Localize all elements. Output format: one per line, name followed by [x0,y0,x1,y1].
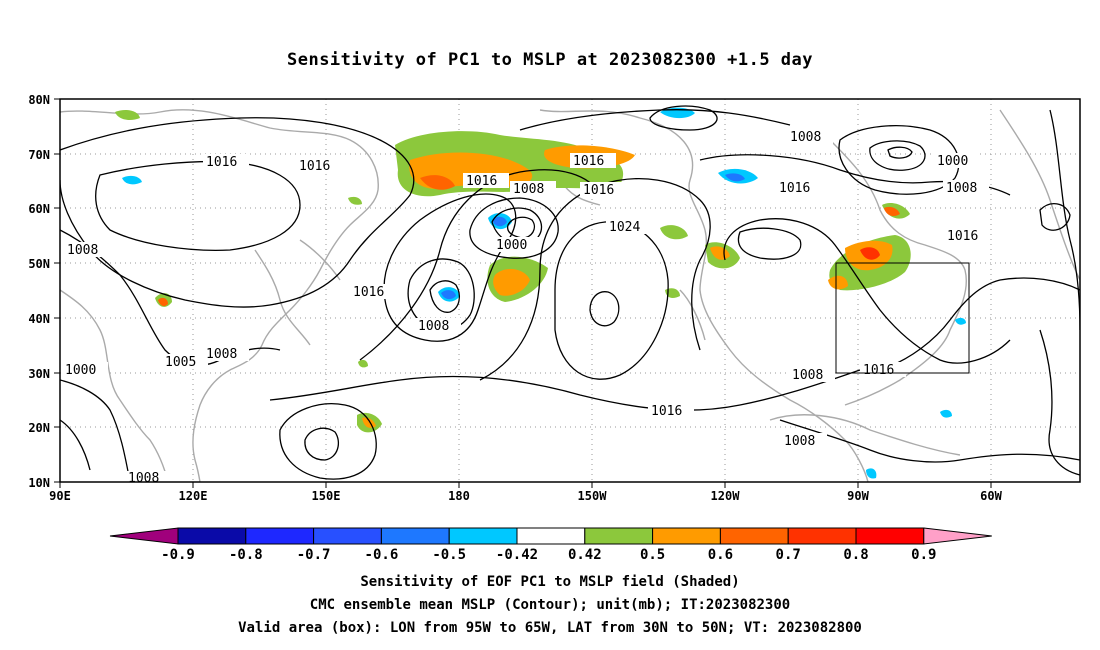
caption-valid-area: Valid area (box): LON from 95W to 65W, L… [238,620,862,636]
colorbar-labels: -0.9 -0.8 -0.7 -0.6 -0.5 -0.42 0.42 0.5 0.6 0.7 0.… [161,547,936,563]
lat-label: 10N [28,476,50,490]
colorbar-label: 0.42 [568,547,602,563]
contour-label: 1016 [651,404,682,419]
lat-label: 40N [28,312,50,326]
colorbar-label: -0.5 [432,547,466,563]
lat-label: 60N [28,202,50,216]
colorbar-label: 0.6 [708,547,733,563]
lat-label: 80N [28,93,50,107]
map-title: Sensitivity of PC1 to MSLP at 2023082300… [286,50,813,70]
colorbar-label: 0.7 [776,547,801,563]
lon-label: 150E [312,489,341,503]
lat-label: 30N [28,367,50,381]
axis-ticks [54,98,992,488]
colorbar-box [313,527,382,545]
colorbar-box [380,527,450,545]
lat-label: 50N [28,257,50,271]
colorbar-box [855,527,925,545]
contour-label: 1008 [792,368,823,383]
lon-label: 120W [711,489,741,503]
colorbar-box [516,527,586,545]
negative-sensitivity-patches [122,107,966,479]
contour-label: 1000 [65,363,96,378]
contour-label: 1016 [466,174,497,189]
contour-labels: 1016 1016 1008 1016 1008 1000 1016 1016 … [62,129,990,486]
contour-label: 1016 [353,285,384,300]
colorbar-label: -0.6 [365,547,399,563]
colorbar-box [245,527,315,545]
colorbar-box [448,527,518,545]
contour-label: 1005 [165,355,196,370]
contour-label: 1008 [790,130,821,145]
colorbar-label: -0.9 [161,547,195,563]
lon-label: 90E [49,489,71,503]
colorbar-label: 0.8 [843,547,868,563]
colorbar-label: -0.8 [229,547,263,563]
lon-label: 120E [179,489,208,503]
colorbar-label: 0.9 [911,547,936,563]
colorbar-label: -0.7 [297,547,331,563]
contour-label: 1008 [67,243,98,258]
lat-label: 20N [28,421,50,435]
lon-label: 60W [980,489,1002,503]
lon-label: 180 [448,489,470,503]
colorbar-tip-right [923,527,992,545]
contour-label: 1016 [779,181,810,196]
colorbar-tip-left [109,527,179,545]
colorbar-box [719,527,789,545]
lon-label: 150W [578,489,608,503]
contour-label: 1008 [206,347,237,362]
contour-label: 1008 [513,182,544,197]
contour-label: 1024 [609,220,640,235]
contour-label: 1008 [946,181,977,196]
contour-label: 1016 [583,183,614,198]
contour-label: 1000 [496,238,527,253]
valid-area-box [835,262,970,374]
map-frame [59,98,1081,483]
contour-label: 1000 [937,154,968,169]
colorbar-box [177,527,247,545]
colorbar-box [584,527,654,545]
contour-label: 1008 [418,319,449,334]
contour-label: 1016 [947,229,978,244]
caption-shaded: Sensitivity of EOF PC1 to MSLP field (Sh… [360,574,740,590]
contour-label: 1016 [206,155,237,170]
caption-contour: CMC ensemble mean MSLP (Contour); unit(m… [309,597,791,613]
coastlines [60,109,1080,482]
colorbar-label: -0.42 [496,547,538,563]
contour-label: 1016 [863,363,894,378]
colorbar-label: 0.5 [640,547,665,563]
mslp-contours [60,105,1080,482]
lat-label: 70N [28,148,50,162]
colorbar-box [652,527,721,545]
colorbar-box [787,527,857,545]
contour-label: 1016 [573,154,604,169]
positive-sensitivity-patches [115,110,911,433]
colorbar [109,527,992,545]
contour-label: 1016 [299,159,330,174]
lon-label: 90W [847,489,869,503]
contour-label: 1008 [128,471,159,486]
contour-label: 1008 [784,434,815,449]
